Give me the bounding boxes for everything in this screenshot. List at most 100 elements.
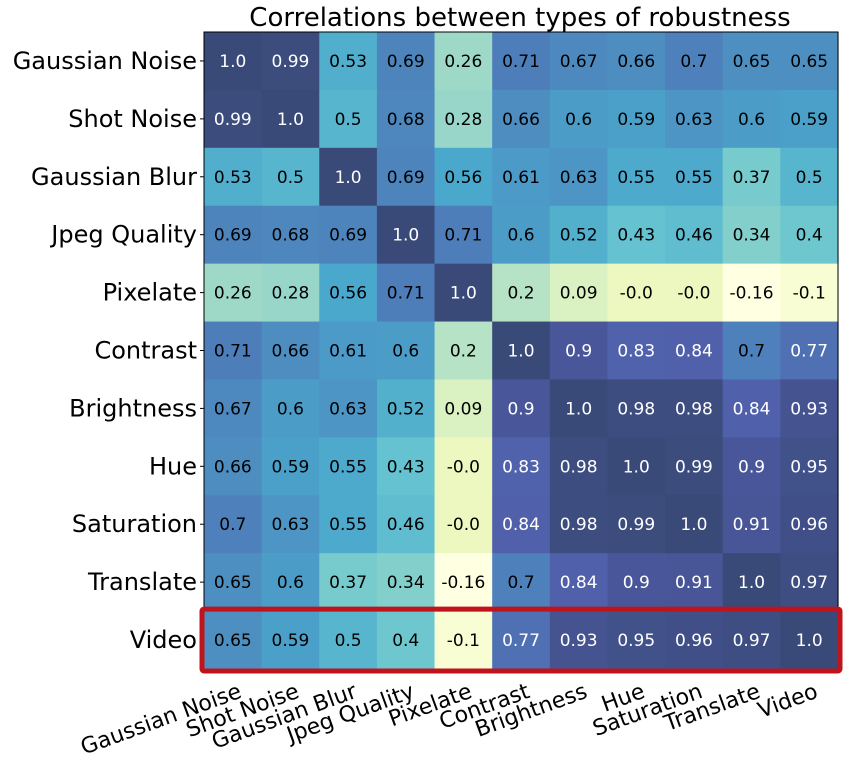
- cell-value: 0.69: [387, 168, 425, 188]
- cell-value: -0.1: [793, 284, 826, 304]
- heatmap-cell: [434, 553, 493, 612]
- cell-value: 0.5: [335, 631, 362, 651]
- heatmap-cell: [204, 611, 263, 670]
- heatmap-cell: [607, 205, 666, 265]
- heatmap-cell: [261, 89, 320, 149]
- heatmap-cell: [376, 321, 436, 381]
- cell-value: 0.34: [733, 226, 771, 246]
- row-label: Brightness: [69, 394, 197, 422]
- cell-value: -0.0: [677, 284, 710, 304]
- heatmap-cell: [319, 89, 378, 149]
- cell-value: 0.95: [617, 631, 655, 651]
- row-label: Saturation: [72, 510, 197, 538]
- cell-value: 0.98: [675, 399, 713, 419]
- heatmap-cell: [319, 147, 378, 207]
- heatmap-cell: [319, 263, 378, 323]
- heatmap-cell: [607, 379, 666, 438]
- heatmap-cell: [549, 205, 609, 265]
- cell-value: -0.0: [447, 515, 480, 535]
- cell-value: -0.16: [730, 284, 774, 304]
- video-row-highlight: [199, 606, 843, 674]
- cell-value: 0.65: [733, 52, 771, 72]
- heatmap-cell: [665, 553, 724, 612]
- cell-value: 0.69: [387, 52, 425, 72]
- heatmap-cell: [722, 147, 781, 207]
- cell-value: 0.6: [507, 226, 534, 246]
- cell-value: 0.09: [560, 284, 598, 304]
- heatmap-cell: [607, 495, 666, 554]
- heatmap-cell: [434, 379, 493, 438]
- heatmap-cell: [492, 205, 551, 265]
- cell-value: 0.59: [272, 631, 310, 651]
- heatmap-cell: [607, 611, 666, 670]
- heatmap-cell: [376, 495, 436, 554]
- heatmap-cell: [319, 379, 378, 438]
- heatmap-cell: [607, 89, 666, 149]
- chart-title: Correlations between types of robustness: [249, 3, 790, 33]
- heatmap-cell: [319, 32, 378, 91]
- cell-value: 1.0: [680, 515, 707, 535]
- cell-value: 0.66: [617, 52, 655, 72]
- heatmap-cell: [780, 611, 839, 670]
- cell-value: 0.9: [738, 457, 765, 477]
- heatmap-cell: [722, 263, 781, 323]
- cell-value: 0.55: [329, 457, 367, 477]
- heatmap-cell: [319, 437, 378, 496]
- heatmap-cell: [780, 495, 839, 554]
- cell-value: 0.99: [272, 52, 310, 72]
- heatmap-cell: [204, 437, 263, 496]
- heatmap-cell: [492, 495, 551, 554]
- heatmap-cell: [204, 495, 263, 554]
- heatmap-cell: [376, 379, 436, 438]
- heatmap-cell: [607, 147, 666, 207]
- cell-value: 0.53: [214, 168, 252, 188]
- heatmap-cell: [722, 553, 781, 612]
- cell-value: 0.43: [617, 226, 655, 246]
- heatmap-cell: [319, 553, 378, 612]
- cell-value: 0.7: [680, 52, 707, 72]
- cell-value: 0.97: [733, 631, 771, 651]
- cell-value: 0.6: [277, 399, 304, 419]
- cell-value: 1.0: [450, 284, 477, 304]
- heatmap-cell: [261, 205, 320, 265]
- heatmap-cell: [319, 205, 378, 265]
- cell-value: 0.61: [329, 342, 367, 362]
- heatmap-cell: [722, 379, 781, 438]
- heatmap-cell: [549, 263, 609, 323]
- cell-value: 0.59: [272, 457, 310, 477]
- heatmap-cell: [665, 321, 724, 381]
- cell-value: 0.56: [329, 284, 367, 304]
- heatmap-cell: [492, 379, 551, 438]
- heatmap-cell: [780, 263, 839, 323]
- heatmap-cell: [665, 205, 724, 265]
- cell-value: 0.97: [790, 573, 828, 593]
- cell-value: 0.83: [502, 457, 540, 477]
- heatmap-cell: [665, 611, 724, 670]
- heatmap-cell: [319, 611, 378, 670]
- cell-value: 0.7: [219, 515, 246, 535]
- heatmap-cell: [319, 495, 378, 554]
- heatmap-cell: [204, 205, 263, 265]
- cell-value: 0.52: [560, 226, 598, 246]
- cell-value: -0.1: [447, 631, 480, 651]
- cell-value: 1.0: [738, 573, 765, 593]
- heatmap-cell: [376, 611, 436, 670]
- heatmap-cell: [261, 263, 320, 323]
- cell-value: 1.0: [623, 457, 650, 477]
- heatmap-cell: [492, 32, 551, 91]
- heatmap-cell: [376, 32, 436, 91]
- cell-value: 0.37: [733, 168, 771, 188]
- cell-value: 0.2: [507, 284, 534, 304]
- heatmap-cell: [434, 437, 493, 496]
- cell-value: 0.63: [560, 168, 598, 188]
- cell-value: 0.46: [675, 226, 713, 246]
- heatmap-cell: [261, 32, 320, 91]
- cell-value: 1.0: [392, 226, 419, 246]
- heatmap-cell: [722, 205, 781, 265]
- cell-value: 0.91: [733, 515, 771, 535]
- cell-value: 0.96: [675, 631, 713, 651]
- heatmap-cell: [665, 32, 724, 91]
- heatmap-cell: [780, 553, 839, 612]
- cell-value: 0.84: [675, 342, 713, 362]
- heatmap-cell: [434, 263, 493, 323]
